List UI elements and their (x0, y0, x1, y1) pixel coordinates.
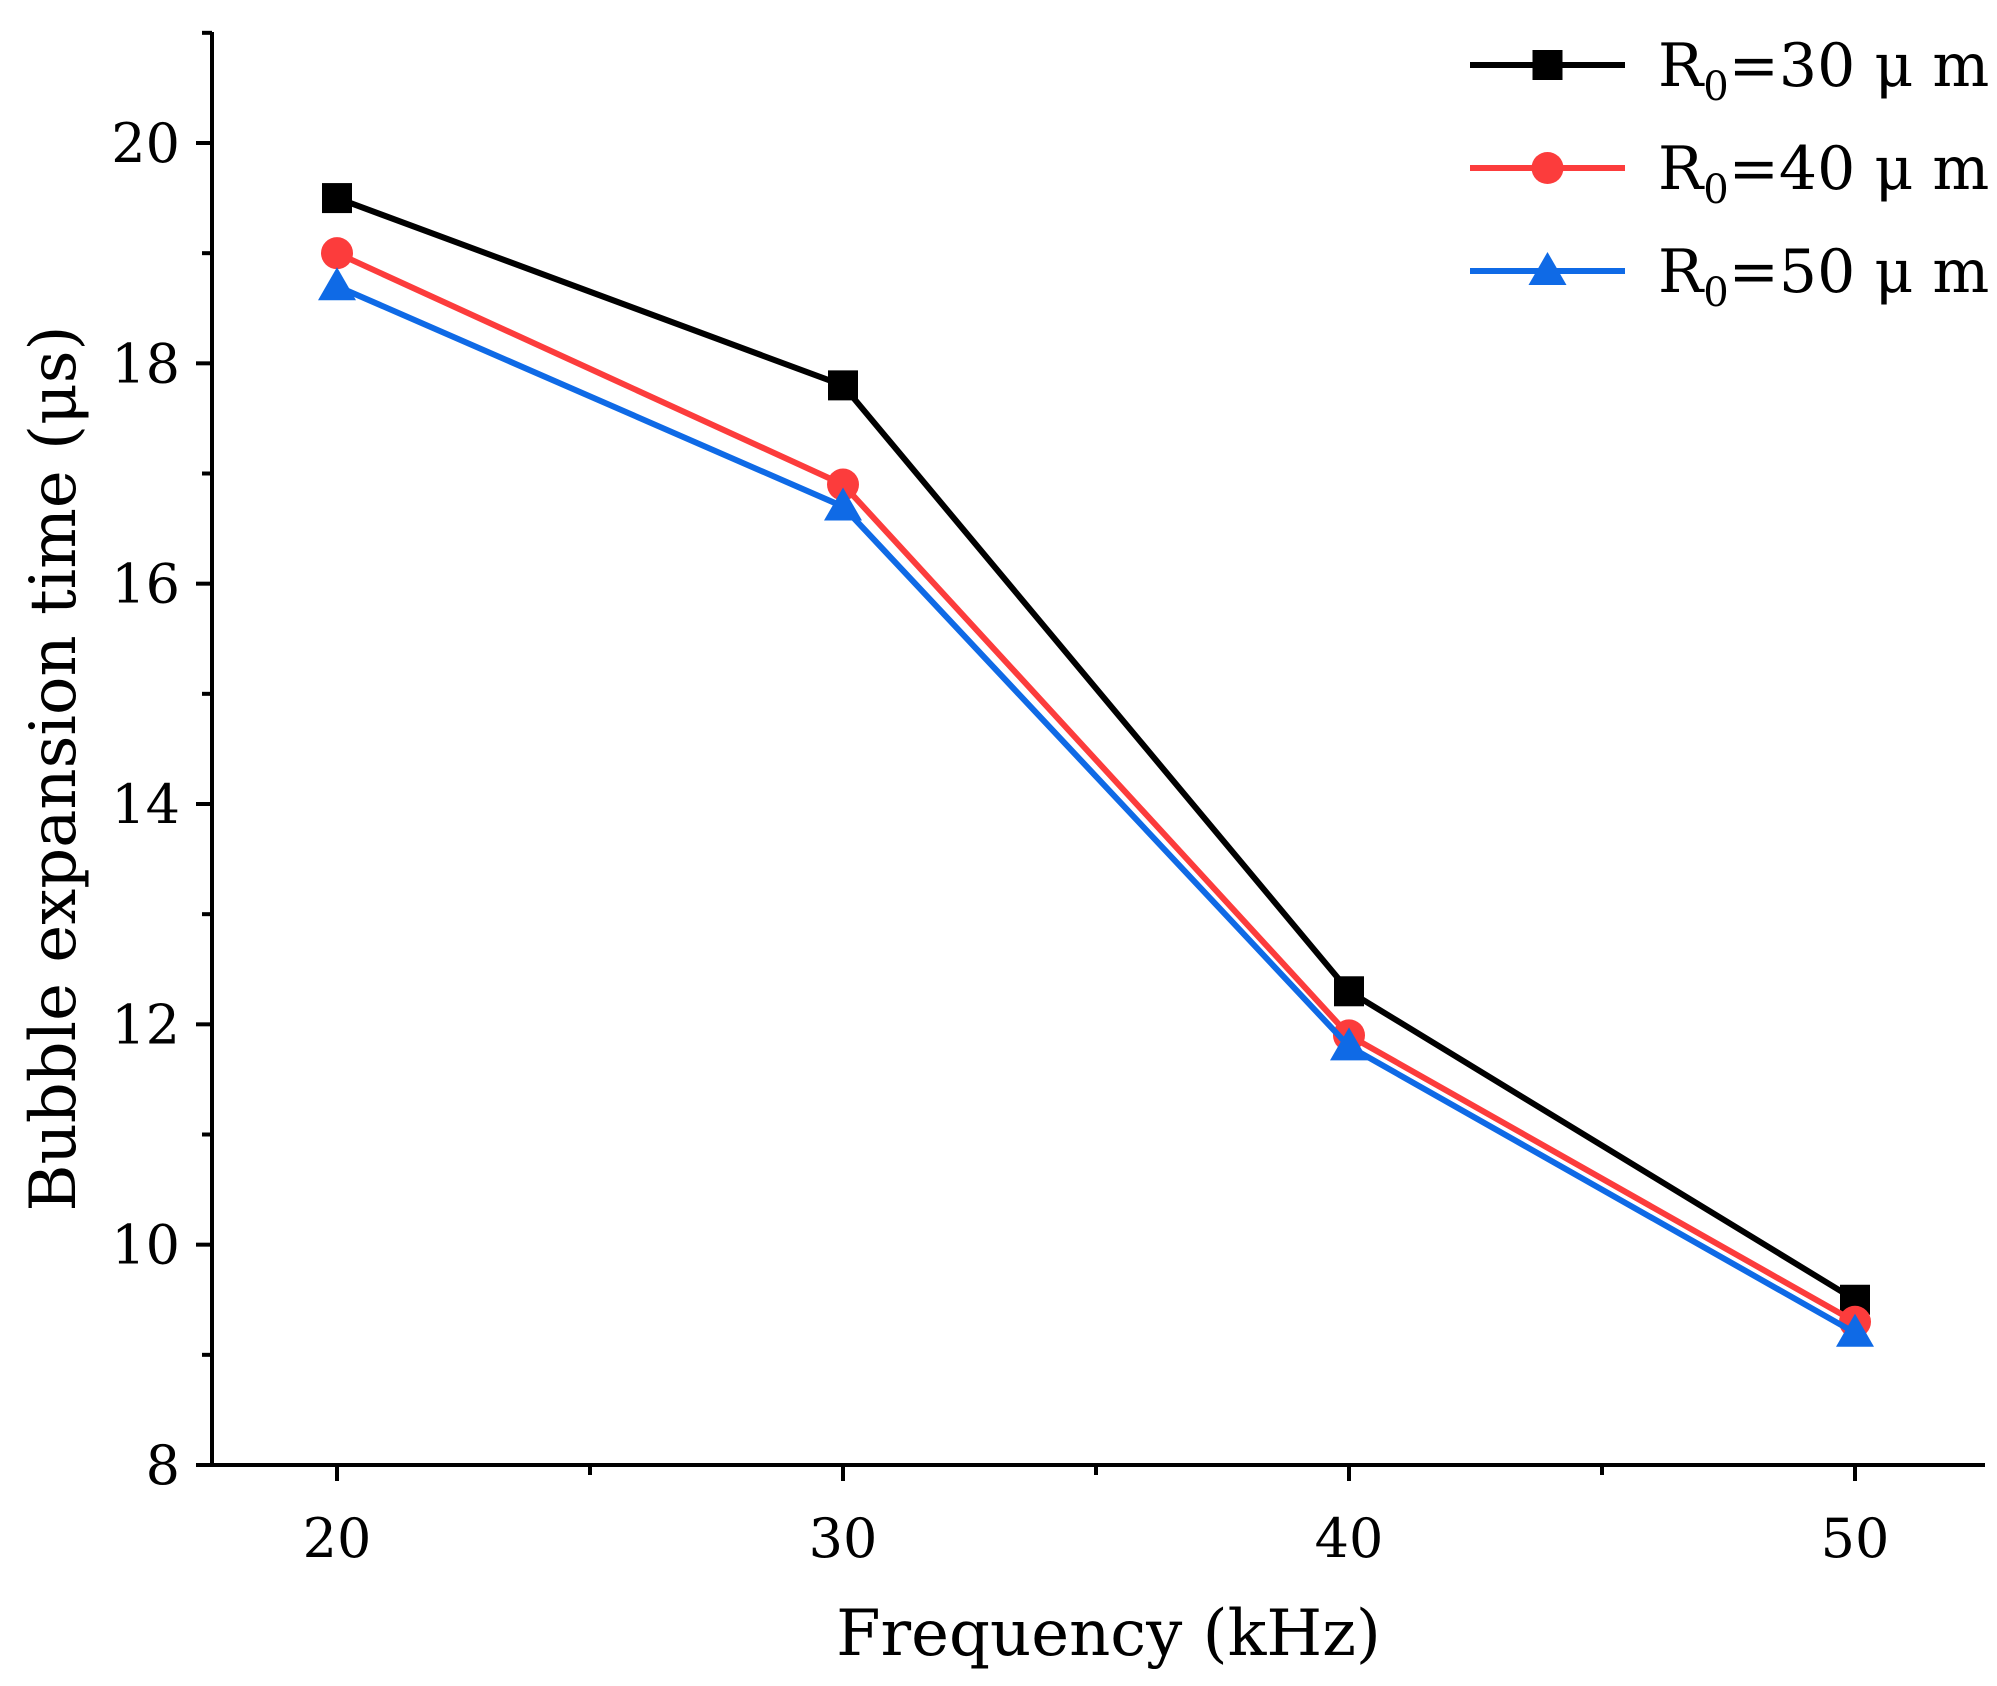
legend: R0=30 μ mR0=40 μ mR0=50 μ m (1470, 31, 1989, 316)
data-point-triangle (318, 267, 356, 301)
data-point-circle (321, 237, 353, 270)
y-tick-label: 14 (111, 773, 180, 836)
data-point-triangle (1330, 1027, 1368, 1061)
legend-item-1: R0=30 μ m (1470, 31, 1989, 110)
series-1 (322, 183, 1870, 1315)
series-line (335, 195, 1857, 1303)
y-tick-label: 20 (111, 112, 180, 175)
x-axis-title: Frequency (kHz) (836, 1597, 1381, 1671)
data-point-square (322, 183, 352, 214)
series-layer (318, 183, 1874, 1347)
legend-label: R0=40 μ m (1658, 134, 1989, 213)
axes (210, 32, 1985, 1467)
legend-label: R0=30 μ m (1658, 31, 1989, 110)
y-tick-label: 10 (111, 1214, 180, 1277)
legend-marker-triangle (1528, 252, 1567, 285)
data-point-triangle (824, 487, 862, 521)
legend-label-main: R (1658, 134, 1705, 204)
legend-label-main: R (1658, 237, 1705, 307)
legend-label-subscript: 0 (1703, 270, 1728, 316)
legend-label-subscript: 0 (1703, 167, 1728, 213)
x-tick-label: 50 (1821, 1507, 1890, 1570)
legend-marker-square (1532, 50, 1563, 80)
legend-item-2: R0=40 μ m (1470, 134, 1989, 213)
y-axis-title: Bubble expansion time (μs) (17, 325, 91, 1211)
legend-label-rest: =30 μ m (1729, 31, 1990, 101)
series-line (335, 283, 1857, 1336)
legend-label: R0=50 μ m (1658, 237, 1989, 316)
series-2 (321, 237, 1871, 1338)
legend-label-subscript: 0 (1703, 64, 1728, 110)
x-tick-label: 30 (809, 1507, 878, 1570)
data-point-triangle (1836, 1313, 1874, 1347)
data-point-circle (827, 468, 859, 501)
y-tick-label: 18 (111, 332, 180, 395)
data-point-square (828, 370, 858, 401)
y-tick-label: 16 (111, 553, 180, 616)
y-tick-label: 8 (146, 1434, 180, 1497)
ticks: 20 30 40 50 8 10 12 14 16 18 20 (111, 30, 1890, 1570)
legend-label-rest: =40 μ m (1729, 134, 1990, 204)
data-point-square (1334, 976, 1364, 1007)
series-3 (318, 267, 1874, 1347)
legend-marker-circle (1531, 152, 1564, 184)
legend-item-3: R0=50 μ m (1470, 237, 1989, 316)
y-tick-label: 12 (111, 993, 180, 1056)
x-tick-label: 20 (303, 1507, 372, 1570)
x-tick-label: 40 (1315, 1507, 1384, 1570)
series-line (335, 250, 1857, 1325)
legend-label-rest: =50 μ m (1729, 237, 1990, 307)
legend-label-main: R (1658, 31, 1705, 101)
